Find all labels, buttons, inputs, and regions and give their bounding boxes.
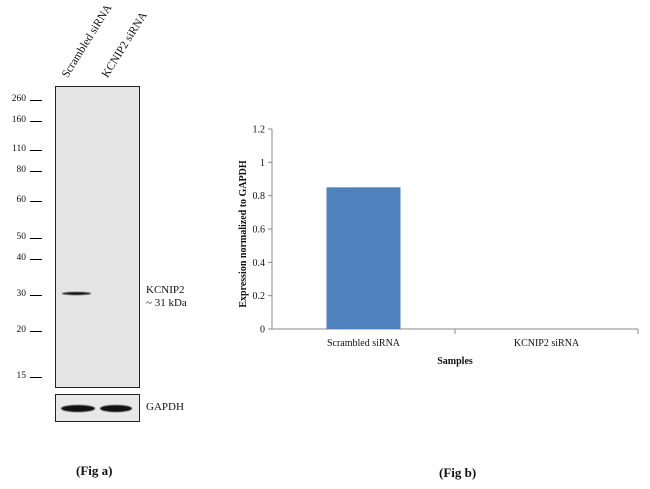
y-axis-title: Expression normalized to GAPDH: [238, 160, 249, 308]
mw-tick: [30, 295, 42, 296]
mw-marker-30: 30: [16, 289, 27, 299]
loading-control-label: GAPDH: [146, 401, 184, 413]
x-tick-label: KCNIP2 siRNA: [514, 338, 580, 349]
mw-tick: [30, 377, 42, 378]
gapdh-blot-membrane: [55, 394, 140, 422]
mw-marker-50: 50: [16, 232, 27, 242]
mw-tick: [30, 238, 42, 239]
bar: [326, 187, 401, 329]
blot-membrane: [55, 86, 140, 388]
target-size: ~ 31 kDa: [146, 297, 187, 309]
mw-marker-160: 160: [11, 115, 26, 125]
mw-marker-40: 40: [16, 253, 27, 263]
kcnip2-band: [62, 292, 91, 295]
y-tick-label: 1.2: [253, 125, 266, 136]
mw-marker-80: 80: [16, 165, 27, 175]
x-tick-label: Scrambled siRNA: [327, 338, 401, 349]
mw-tick: [30, 150, 42, 151]
mw-tick: [30, 201, 42, 202]
target-name: KCNIP2: [146, 284, 185, 296]
y-tick-label: 1: [260, 158, 265, 169]
gapdh-band-kcnip2: [100, 405, 132, 412]
mw-tick: [30, 121, 42, 122]
mw-tick: [30, 331, 42, 332]
mw-marker-15: 15: [16, 371, 27, 381]
mw-tick: [30, 171, 42, 172]
x-axis-title: Samples: [437, 356, 473, 367]
mw-tick: [30, 100, 42, 101]
fig-a-caption: (Fig a): [76, 463, 113, 478]
gapdh-band-scrambled: [61, 405, 95, 412]
y-tick-label: 0.8: [253, 191, 266, 202]
mw-marker-260: 260: [11, 94, 26, 104]
fig-b-caption: (Fig b): [439, 465, 477, 480]
mw-marker-20: 20: [16, 325, 27, 335]
mw-marker-60: 60: [16, 195, 27, 205]
y-tick-label: 0.6: [253, 225, 266, 236]
mw-marker-110: 110: [12, 144, 26, 154]
y-tick-label: 0.4: [253, 258, 266, 269]
y-tick-label: 0: [260, 325, 265, 336]
target-label: KCNIP2 ~ 31 kDa: [146, 284, 187, 310]
mw-tick: [30, 259, 42, 260]
y-tick-label: 0.2: [253, 291, 266, 302]
